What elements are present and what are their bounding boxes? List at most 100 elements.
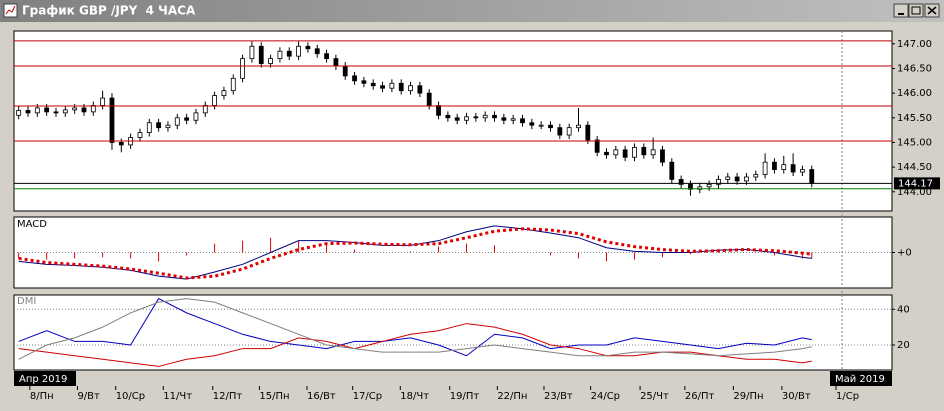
candle-body — [753, 174, 759, 178]
candle-body — [62, 109, 68, 114]
candle-body — [286, 50, 292, 57]
macd-title: MACD — [17, 219, 47, 230]
y-tick-label: 146.50 — [897, 63, 932, 74]
month-label: Апр 2019 — [19, 374, 67, 385]
candle-body — [622, 149, 628, 158]
candle-body — [193, 112, 199, 121]
x-tick-label: 18/Чт — [400, 391, 429, 402]
candle-body — [174, 117, 180, 126]
candle-body — [762, 161, 768, 175]
candle-body — [669, 161, 675, 180]
maximize-button[interactable] — [908, 3, 924, 18]
y-tick-label: 145.50 — [897, 113, 932, 124]
x-tick-label: 15/Пн — [259, 391, 289, 402]
candle-body — [566, 127, 572, 136]
candle-body — [258, 45, 264, 64]
candle-body — [716, 179, 721, 185]
candle-body — [81, 107, 87, 113]
candle-body — [137, 132, 143, 138]
candle-body — [361, 80, 367, 84]
x-tick-label: 17/Ср — [353, 391, 382, 402]
candle-body — [352, 75, 357, 82]
candle-body — [464, 116, 469, 121]
candle-body — [809, 169, 815, 184]
candle-body — [594, 139, 600, 153]
candle-body — [445, 114, 451, 119]
candle-body — [678, 179, 684, 185]
candle-body — [772, 161, 777, 170]
x-tick-label: 10/Ср — [116, 391, 145, 402]
x-tick-label: 19/Пт — [450, 391, 480, 402]
candle-body — [650, 149, 656, 156]
maximize-glyph — [911, 6, 921, 15]
window-buttons[interactable] — [893, 3, 940, 18]
candle-body — [529, 122, 535, 126]
y-tick-label: 144.00 — [897, 187, 932, 198]
close-glyph — [927, 6, 937, 15]
candle-body — [604, 151, 609, 156]
candle-body — [249, 45, 255, 60]
candle-body — [34, 107, 40, 114]
candle-body — [25, 109, 31, 114]
candle-body — [389, 82, 395, 89]
minimize-button[interactable] — [893, 3, 909, 18]
window-icon-glyph — [5, 5, 16, 15]
y-tick-label: 144.50 — [897, 162, 932, 173]
candle-body — [538, 124, 544, 127]
candle-body — [146, 122, 152, 133]
x-tick-label: 30/Вт — [782, 391, 811, 402]
candle-body — [706, 183, 712, 188]
candle-body — [492, 114, 497, 119]
candle-body — [744, 176, 749, 182]
candle-body — [109, 97, 115, 143]
month-box — [14, 371, 76, 386]
window-title: График GBP /JPY 4 ЧАСА — [22, 4, 196, 18]
indicator-line — [18, 298, 812, 360]
candle-body — [165, 124, 171, 129]
x-tick-label: 26/Пт — [685, 391, 715, 402]
candle-body — [734, 176, 740, 182]
x-tick-label: 11/Чт — [163, 391, 192, 402]
dmi-title: DMI — [17, 296, 36, 307]
candle-body — [324, 53, 329, 60]
candle-body — [370, 82, 376, 87]
y-tick-label: 146.00 — [897, 88, 932, 99]
candle-body — [184, 117, 190, 121]
candle-body — [398, 82, 404, 92]
candle-body — [296, 45, 301, 57]
indicator-line — [18, 323, 812, 367]
candle-body — [240, 58, 245, 79]
y-tick-label: +0 — [897, 248, 912, 259]
candle-body — [576, 124, 581, 129]
dmi-panel — [13, 294, 893, 371]
candle-body — [212, 95, 218, 106]
candle-body — [100, 97, 106, 106]
candle-body — [725, 176, 731, 180]
candle-body — [520, 118, 525, 124]
candle-body — [202, 105, 208, 114]
candle-body — [436, 105, 441, 116]
candle-body — [632, 146, 637, 158]
y-tick-label: 40 — [897, 304, 910, 315]
price-panel — [13, 30, 893, 212]
month-box — [830, 371, 892, 386]
candle-body — [16, 109, 22, 116]
candle-body — [268, 58, 273, 64]
candle-body — [482, 114, 488, 119]
candle-body — [426, 92, 432, 106]
candle-body — [44, 107, 50, 113]
y-tick-label: 147.00 — [897, 39, 932, 50]
x-tick-label: 24/Ср — [591, 391, 620, 402]
candle-body — [342, 65, 348, 77]
candle-body — [156, 122, 162, 129]
candle-body — [473, 116, 479, 119]
y-tick-label: 20 — [897, 340, 910, 351]
candle-body — [641, 146, 647, 156]
candle-body — [380, 85, 385, 89]
candle-body — [314, 48, 320, 55]
last-price-box — [894, 177, 940, 190]
candle-body — [221, 90, 227, 97]
last-price-label: 144.17 — [898, 178, 933, 189]
candle-body — [417, 85, 423, 94]
